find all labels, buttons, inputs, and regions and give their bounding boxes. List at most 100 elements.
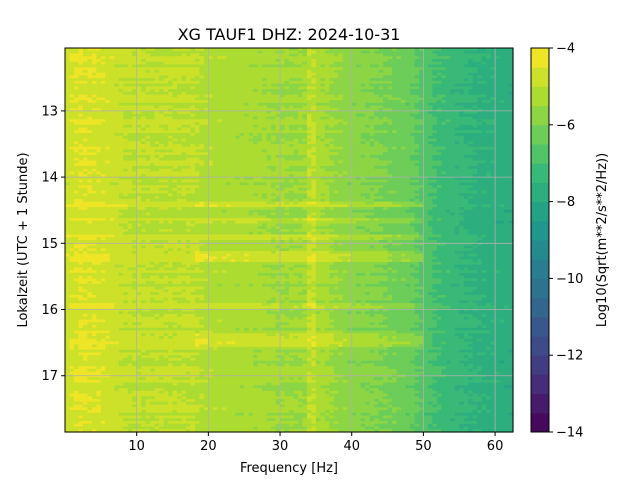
heatmap-cell [504, 86, 510, 90]
heatmap-cell [253, 160, 259, 164]
heatmap-cell [463, 174, 469, 178]
heatmap-cell [194, 113, 200, 118]
heatmap-cell [499, 61, 505, 66]
heatmap-cell [450, 58, 456, 63]
heatmap-cell [284, 89, 290, 93]
heatmap-cell [329, 135, 335, 140]
heatmap-cell [73, 176, 80, 181]
heatmap-cell [329, 89, 335, 93]
heatmap-cell [418, 154, 424, 159]
heatmap-cell [315, 105, 321, 109]
heatmap-cell [329, 100, 335, 104]
heatmap-cell [306, 111, 312, 115]
heatmap-cell [499, 171, 505, 175]
heatmap-cell [374, 122, 380, 126]
heatmap-cell [284, 91, 290, 96]
heatmap-cell [297, 67, 304, 71]
heatmap-cell [65, 89, 71, 93]
heatmap-cell [315, 127, 321, 131]
heatmap-cell [221, 160, 227, 164]
heatmap-cell [190, 141, 196, 145]
heatmap-cell [132, 160, 138, 164]
heatmap-cell [190, 149, 196, 153]
heatmap-cell [329, 111, 335, 115]
heatmap-cell [396, 119, 402, 123]
heatmap-cell [65, 141, 71, 145]
heatmap-cell [441, 116, 447, 120]
heatmap-cell [132, 83, 138, 87]
heatmap-cell [217, 127, 223, 131]
heatmap-cell [248, 176, 254, 181]
heatmap-cell [208, 130, 214, 134]
heatmap-cell [392, 163, 398, 167]
heatmap-cell [401, 102, 407, 107]
heatmap-cell [248, 108, 254, 112]
heatmap-cell [194, 163, 200, 167]
heatmap-cell [289, 72, 295, 77]
heatmap-cell [203, 89, 209, 93]
heatmap-cell [203, 119, 209, 123]
heatmap-cell [221, 133, 227, 137]
heatmap-cell [472, 64, 478, 68]
heatmap-cell [342, 135, 348, 140]
heatmap-cell [221, 94, 227, 98]
heatmap-cell [374, 163, 380, 167]
heatmap-cell [329, 165, 335, 170]
heatmap-cell [253, 144, 259, 148]
heatmap-cell [387, 83, 393, 87]
heatmap-cell [463, 50, 469, 55]
heatmap-cell [145, 53, 151, 57]
heatmap-cell [262, 83, 268, 87]
heatmap-cell [306, 124, 312, 129]
heatmap-cell [315, 160, 321, 164]
heatmap-cell [463, 179, 469, 183]
heatmap-cell [472, 100, 478, 104]
heatmap-cell [78, 89, 84, 93]
heatmap-cell [387, 157, 393, 162]
heatmap-cell [315, 157, 321, 162]
heatmap-cell [118, 146, 124, 151]
heatmap-cell [320, 135, 326, 140]
heatmap-cell [73, 89, 80, 93]
heatmap-cell [495, 182, 501, 186]
heatmap-cell [387, 124, 393, 129]
heatmap-cell [114, 86, 120, 90]
heatmap-cell [91, 97, 97, 101]
heatmap-cell [262, 113, 268, 118]
heatmap-cell [405, 108, 411, 112]
heatmap-cell [289, 165, 295, 170]
heatmap-cell [266, 176, 272, 181]
heatmap-cell [244, 75, 250, 79]
heatmap-cell [163, 135, 169, 140]
heatmap-cell [212, 61, 218, 66]
heatmap-cell [100, 165, 106, 170]
heatmap-cell [271, 58, 277, 63]
heatmap-cell [127, 105, 133, 109]
heatmap-cell [208, 182, 214, 186]
heatmap-cell [383, 80, 389, 85]
heatmap-cell [414, 111, 420, 115]
heatmap-cell [423, 174, 429, 178]
heatmap-cell [69, 102, 75, 107]
heatmap-cell [333, 64, 339, 68]
heatmap-cell [508, 105, 514, 109]
heatmap-cell [212, 157, 218, 162]
heatmap-cell [244, 122, 250, 126]
heatmap-cell [221, 176, 227, 181]
heatmap-cell [401, 111, 407, 115]
heatmap-cell [445, 154, 451, 159]
heatmap-cell [127, 149, 133, 153]
heatmap-cell [427, 122, 433, 126]
heatmap-cell [311, 116, 317, 120]
heatmap-cell [194, 53, 200, 57]
heatmap-cell [132, 53, 138, 57]
heatmap-cell [91, 122, 97, 126]
heatmap-cell [275, 53, 281, 57]
heatmap-cell [65, 102, 71, 107]
heatmap-cell [96, 108, 102, 112]
heatmap-cell [293, 58, 299, 63]
heatmap-cell [356, 83, 362, 87]
heatmap-cell [248, 48, 254, 52]
heatmap-cell [73, 154, 80, 159]
heatmap-cell [468, 50, 474, 55]
